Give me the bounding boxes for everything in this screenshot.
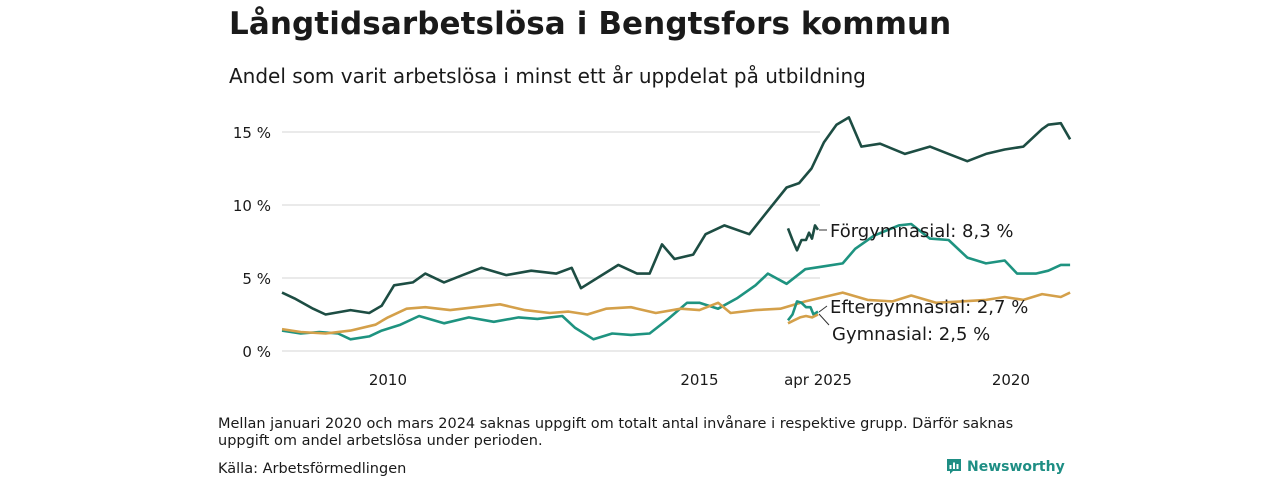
series-labels: Förgymnasial: 8,3 % Eftergymnasial: 2,7 %… [818, 221, 1028, 345]
label-leader-line [818, 313, 830, 326]
recent-series-line [786, 224, 820, 252]
brand-name: Newsworthy [967, 458, 1065, 475]
y-tick-label: 5 % [242, 270, 271, 288]
label-leader-line [818, 305, 828, 313]
newsworthy-logo-icon [947, 459, 961, 474]
y-tick-label: 15 % [233, 124, 271, 142]
x-tick-label: 2010 [369, 371, 407, 389]
y-tick-label: 10 % [233, 197, 271, 215]
series-end-label: Eftergymnasial: 2,7 % [830, 297, 1028, 318]
y-axis-ticks: 0 % 5 % 10 % 15 % [233, 124, 271, 361]
series-end-label: Förgymnasial: 8,3 % [830, 221, 1014, 242]
recent-series-line [786, 300, 819, 322]
grid-lines [282, 131, 820, 352]
x-tick-label: 2020 [992, 371, 1030, 389]
x-axis-ticks: 2010 2015 2020 apr 2025 [369, 371, 1030, 389]
x-tick-label: apr 2025 [784, 371, 852, 389]
chart-subtitle: Andel som varit arbetslösa i minst ett å… [229, 64, 866, 88]
recent-series-line [787, 313, 819, 325]
x-tick-label: 2015 [680, 371, 718, 389]
line-chart: 0 % 5 % 10 % 15 % 2010 2015 2020 apr 2025 Förg… [233, 116, 1072, 389]
series-line [281, 116, 1072, 316]
newsworthy-logo[interactable]: Newsworthy [946, 458, 1065, 475]
series-line [281, 291, 1071, 335]
chart-title: Långtidsarbetslösa i Bengtsfors kommun [229, 6, 952, 42]
series-line [281, 222, 1071, 341]
footnote: Mellan januari 2020 och mars 2024 saknas… [218, 416, 1014, 449]
series-lines [281, 116, 1072, 341]
y-tick-label: 0 % [242, 343, 271, 361]
source-credit: Källa: Arbetsförmedlingen [218, 461, 407, 477]
series-end-label: Gymnasial: 2,5 % [832, 324, 990, 345]
